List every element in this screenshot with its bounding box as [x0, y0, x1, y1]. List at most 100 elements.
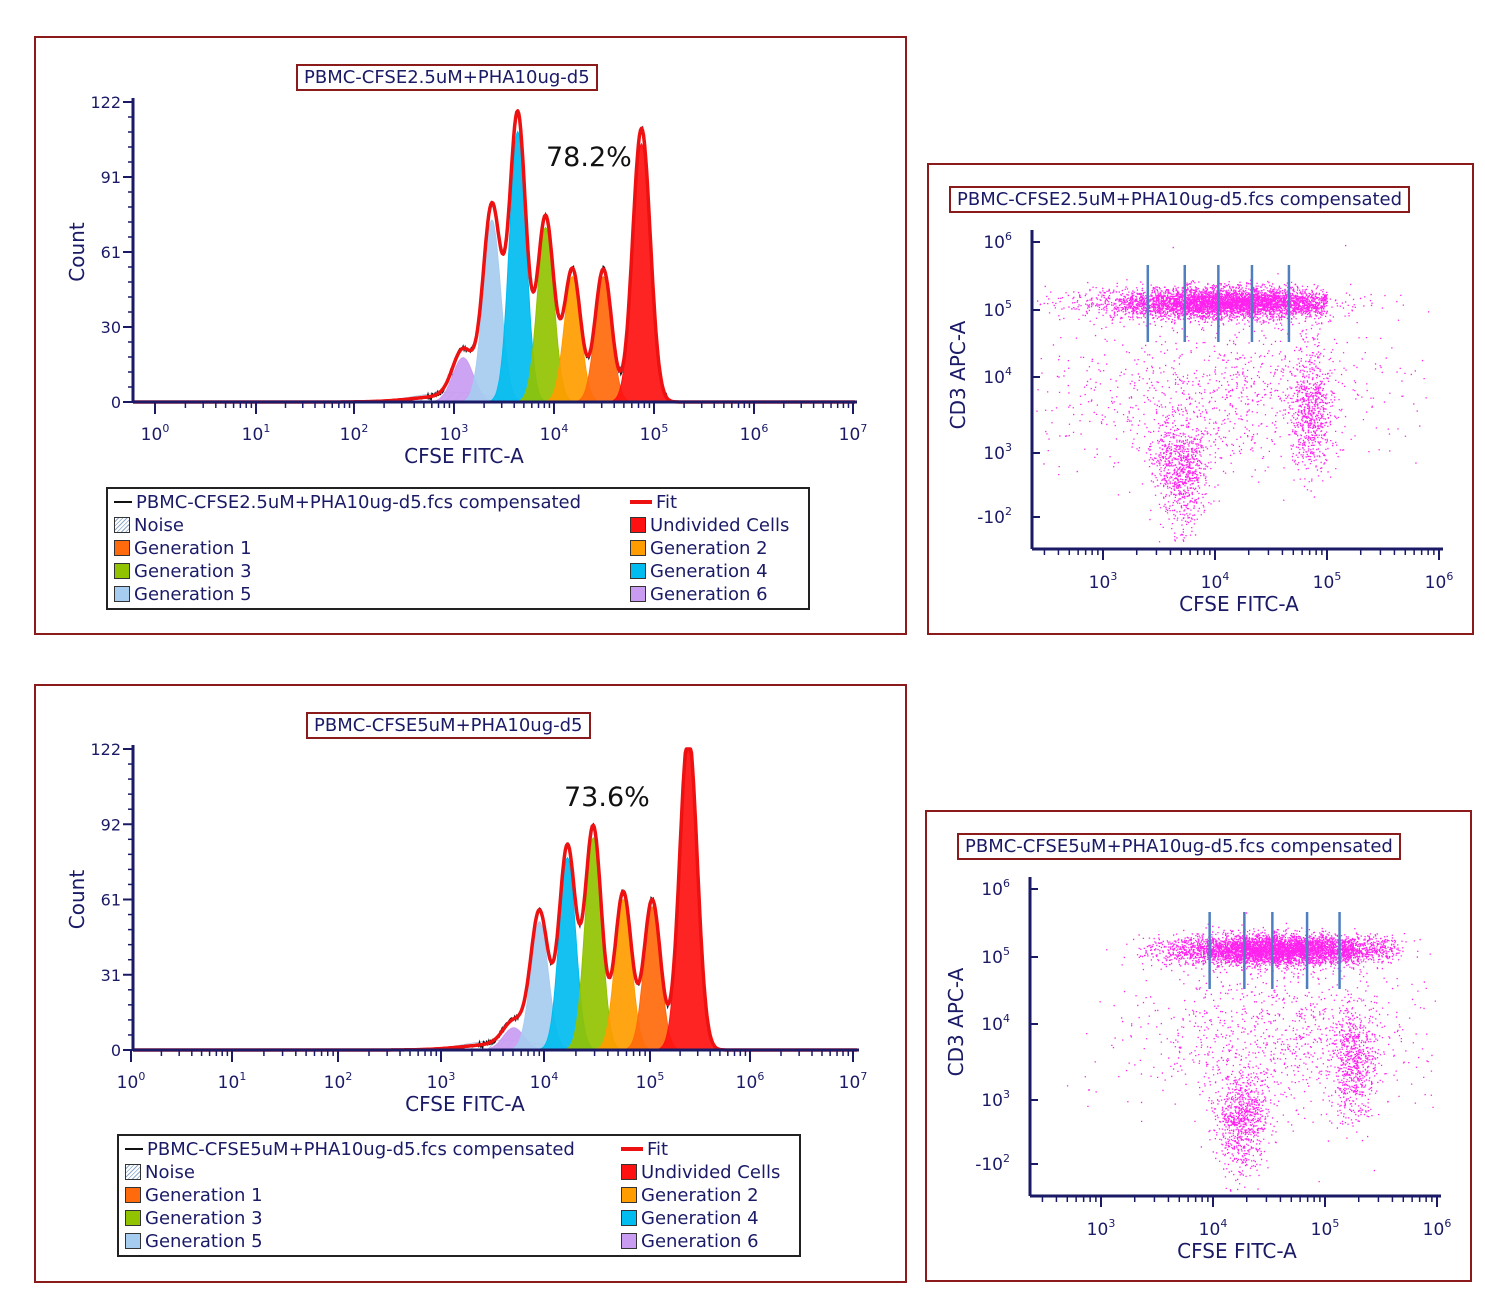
y-tick-label: 103 [981, 1088, 1010, 1111]
gen4-swatch-icon [630, 563, 646, 579]
gen5-swatch-icon [114, 586, 130, 602]
peak-generation-2 [133, 898, 857, 1051]
raw-line-icon [114, 501, 132, 503]
x-tick-label: 105 [1311, 1217, 1340, 1240]
scatter-panel-bottom: 103 104 105 106 -102 103 104 105 106 CFSE FITC-A C… [925, 810, 1472, 1282]
y-tick-label: 122 [90, 93, 121, 112]
legend-generation-3: Generation 3 [114, 561, 252, 583]
x-tick-label: 100 [141, 422, 170, 445]
y-tick-label: 91 [101, 168, 121, 187]
legend-undivided: Undivided Cells [630, 515, 789, 537]
y-tick-label: 0 [111, 1041, 121, 1060]
legend-generation-6: Generation 6 [621, 1231, 759, 1253]
legend-generation-5: Generation 5 [125, 1231, 263, 1253]
gen2-swatch-icon [630, 540, 646, 556]
legend-generation-5: Generation 5 [114, 584, 252, 606]
y-tick-label: 61 [101, 243, 121, 262]
x-axis-label: CFSE FITC-A [405, 1092, 525, 1116]
histogram-bottom-title: PBMC-CFSE5uM+PHA10ug-d5 [306, 712, 591, 739]
legend-noise: Noise [114, 515, 184, 537]
histogram-top-title: PBMC-CFSE2.5uM+PHA10ug-d5 [296, 64, 598, 91]
legend-undivided: Undivided Cells [621, 1162, 780, 1184]
legend-generation-3: Generation 3 [125, 1208, 263, 1230]
x-axis-label: CFSE FITC-A [1177, 1239, 1297, 1263]
legend-raw-entry: PBMC-CFSE2.5uM+PHA10ug-d5.fcs compensate… [114, 492, 581, 514]
peak-generation-3 [133, 836, 857, 1051]
y-tick-label: 61 [101, 891, 121, 910]
gen3-swatch-icon [125, 1210, 141, 1226]
y-tick-label: 30 [101, 318, 121, 337]
gen1-swatch-icon [125, 1187, 141, 1203]
y-tick-label: 104 [981, 1012, 1010, 1035]
y-tick-label: -102 [977, 505, 1012, 528]
x-tick-label: 106 [740, 422, 769, 445]
gen3-swatch-icon [114, 563, 130, 579]
x-tick-label: 102 [340, 422, 369, 445]
y-tick-label: 106 [983, 230, 1012, 253]
x-axis-label: CFSE FITC-A [404, 444, 524, 468]
y-tick-label: -102 [975, 1152, 1010, 1175]
x-tick-label: 106 [736, 1070, 765, 1093]
y-tick-label: 106 [981, 877, 1010, 900]
y-axis-label: CD3 APC-A [946, 320, 970, 429]
histogram-panel-top: 0 30 61 91 122 100 101 102 103 104 105 106 107 CFSE F… [34, 36, 907, 635]
x-tick-label: 104 [1201, 570, 1230, 593]
x-tick-label: 100 [117, 1070, 146, 1093]
scatter-top: 103 104 105 106 -102 103 104 105 106 CFSE FITC-A C… [946, 230, 1454, 616]
histogram-bottom-percentage: 73.6% [564, 782, 650, 813]
y-tick-label: 105 [981, 945, 1010, 968]
histogram-bottom-legend: PBMC-CFSE5uM+PHA10ug-d5.fcs compensated … [117, 1134, 801, 1257]
noise-swatch-icon [114, 517, 130, 533]
scatter-events [1036, 244, 1430, 543]
raw-line-icon [125, 1148, 143, 1150]
x-tick-label: 103 [1087, 1217, 1116, 1240]
histogram-top: 0 30 61 91 122 100 101 102 103 104 105 106 107 CFSE F… [65, 93, 868, 468]
legend-generation-2: Generation 2 [630, 538, 768, 560]
legend-generation-4: Generation 4 [630, 561, 768, 583]
peak-generation-4 [133, 856, 857, 1051]
x-tick-label: 105 [640, 422, 669, 445]
y-tick-label: 92 [101, 815, 121, 834]
x-tick-label: 101 [218, 1070, 247, 1093]
peak-generation-5 [133, 219, 855, 403]
x-tick-label: 106 [1425, 570, 1454, 593]
legend-generation-2: Generation 2 [621, 1185, 759, 1207]
x-tick-label: 101 [242, 422, 271, 445]
noise-swatch-icon [125, 1164, 141, 1180]
histogram-panel-bottom: 0 31 61 92 122 100 101 102 103 104 105 106 107 CFSE F… [34, 684, 907, 1283]
x-tick-label: 103 [1089, 570, 1118, 593]
y-axis-label: CD3 APC-A [944, 967, 968, 1076]
histogram-top-percentage: 78.2% [546, 142, 632, 173]
gen2-swatch-icon [621, 1187, 637, 1203]
legend-noise: Noise [125, 1162, 195, 1184]
x-tick-label: 104 [1199, 1217, 1228, 1240]
x-tick-label: 103 [440, 422, 469, 445]
x-tick-label: 104 [530, 1070, 559, 1093]
x-tick-label: 105 [636, 1070, 665, 1093]
gen1-swatch-icon [114, 540, 130, 556]
x-tick-label: 103 [427, 1070, 456, 1093]
y-tick-label: 103 [983, 441, 1012, 464]
undivided-swatch-icon [630, 517, 646, 533]
scatter-top-title: PBMC-CFSE2.5uM+PHA10ug-d5.fcs compensate… [949, 186, 1411, 213]
y-tick-label: 31 [101, 966, 121, 985]
x-tick-label: 104 [540, 422, 569, 445]
peak-undivided-cells [133, 747, 857, 1051]
x-tick-label: 105 [1313, 570, 1342, 593]
legend-fit-entry: Fit [630, 492, 677, 514]
scatter-bottom-title: PBMC-CFSE5uM+PHA10ug-d5.fcs compensated [957, 833, 1401, 860]
undivided-swatch-icon [621, 1164, 637, 1180]
legend-generation-4: Generation 4 [621, 1208, 759, 1230]
fit-line [132, 747, 858, 1052]
legend-generation-6: Generation 6 [630, 584, 768, 606]
gen5-swatch-icon [125, 1233, 141, 1249]
y-axis-label: Count [65, 222, 89, 282]
histogram-bottom: 0 31 61 92 122 100 101 102 103 104 105 106 107 CFSE F… [65, 740, 867, 1116]
y-axis-label: Count [65, 870, 89, 930]
peak-generation-5 [133, 921, 857, 1051]
x-tick-label: 107 [839, 422, 868, 445]
fit-line-icon [630, 500, 652, 504]
gen6-swatch-icon [621, 1233, 637, 1249]
scatter-events [1066, 912, 1436, 1192]
x-axis-label: CFSE FITC-A [1179, 592, 1299, 616]
